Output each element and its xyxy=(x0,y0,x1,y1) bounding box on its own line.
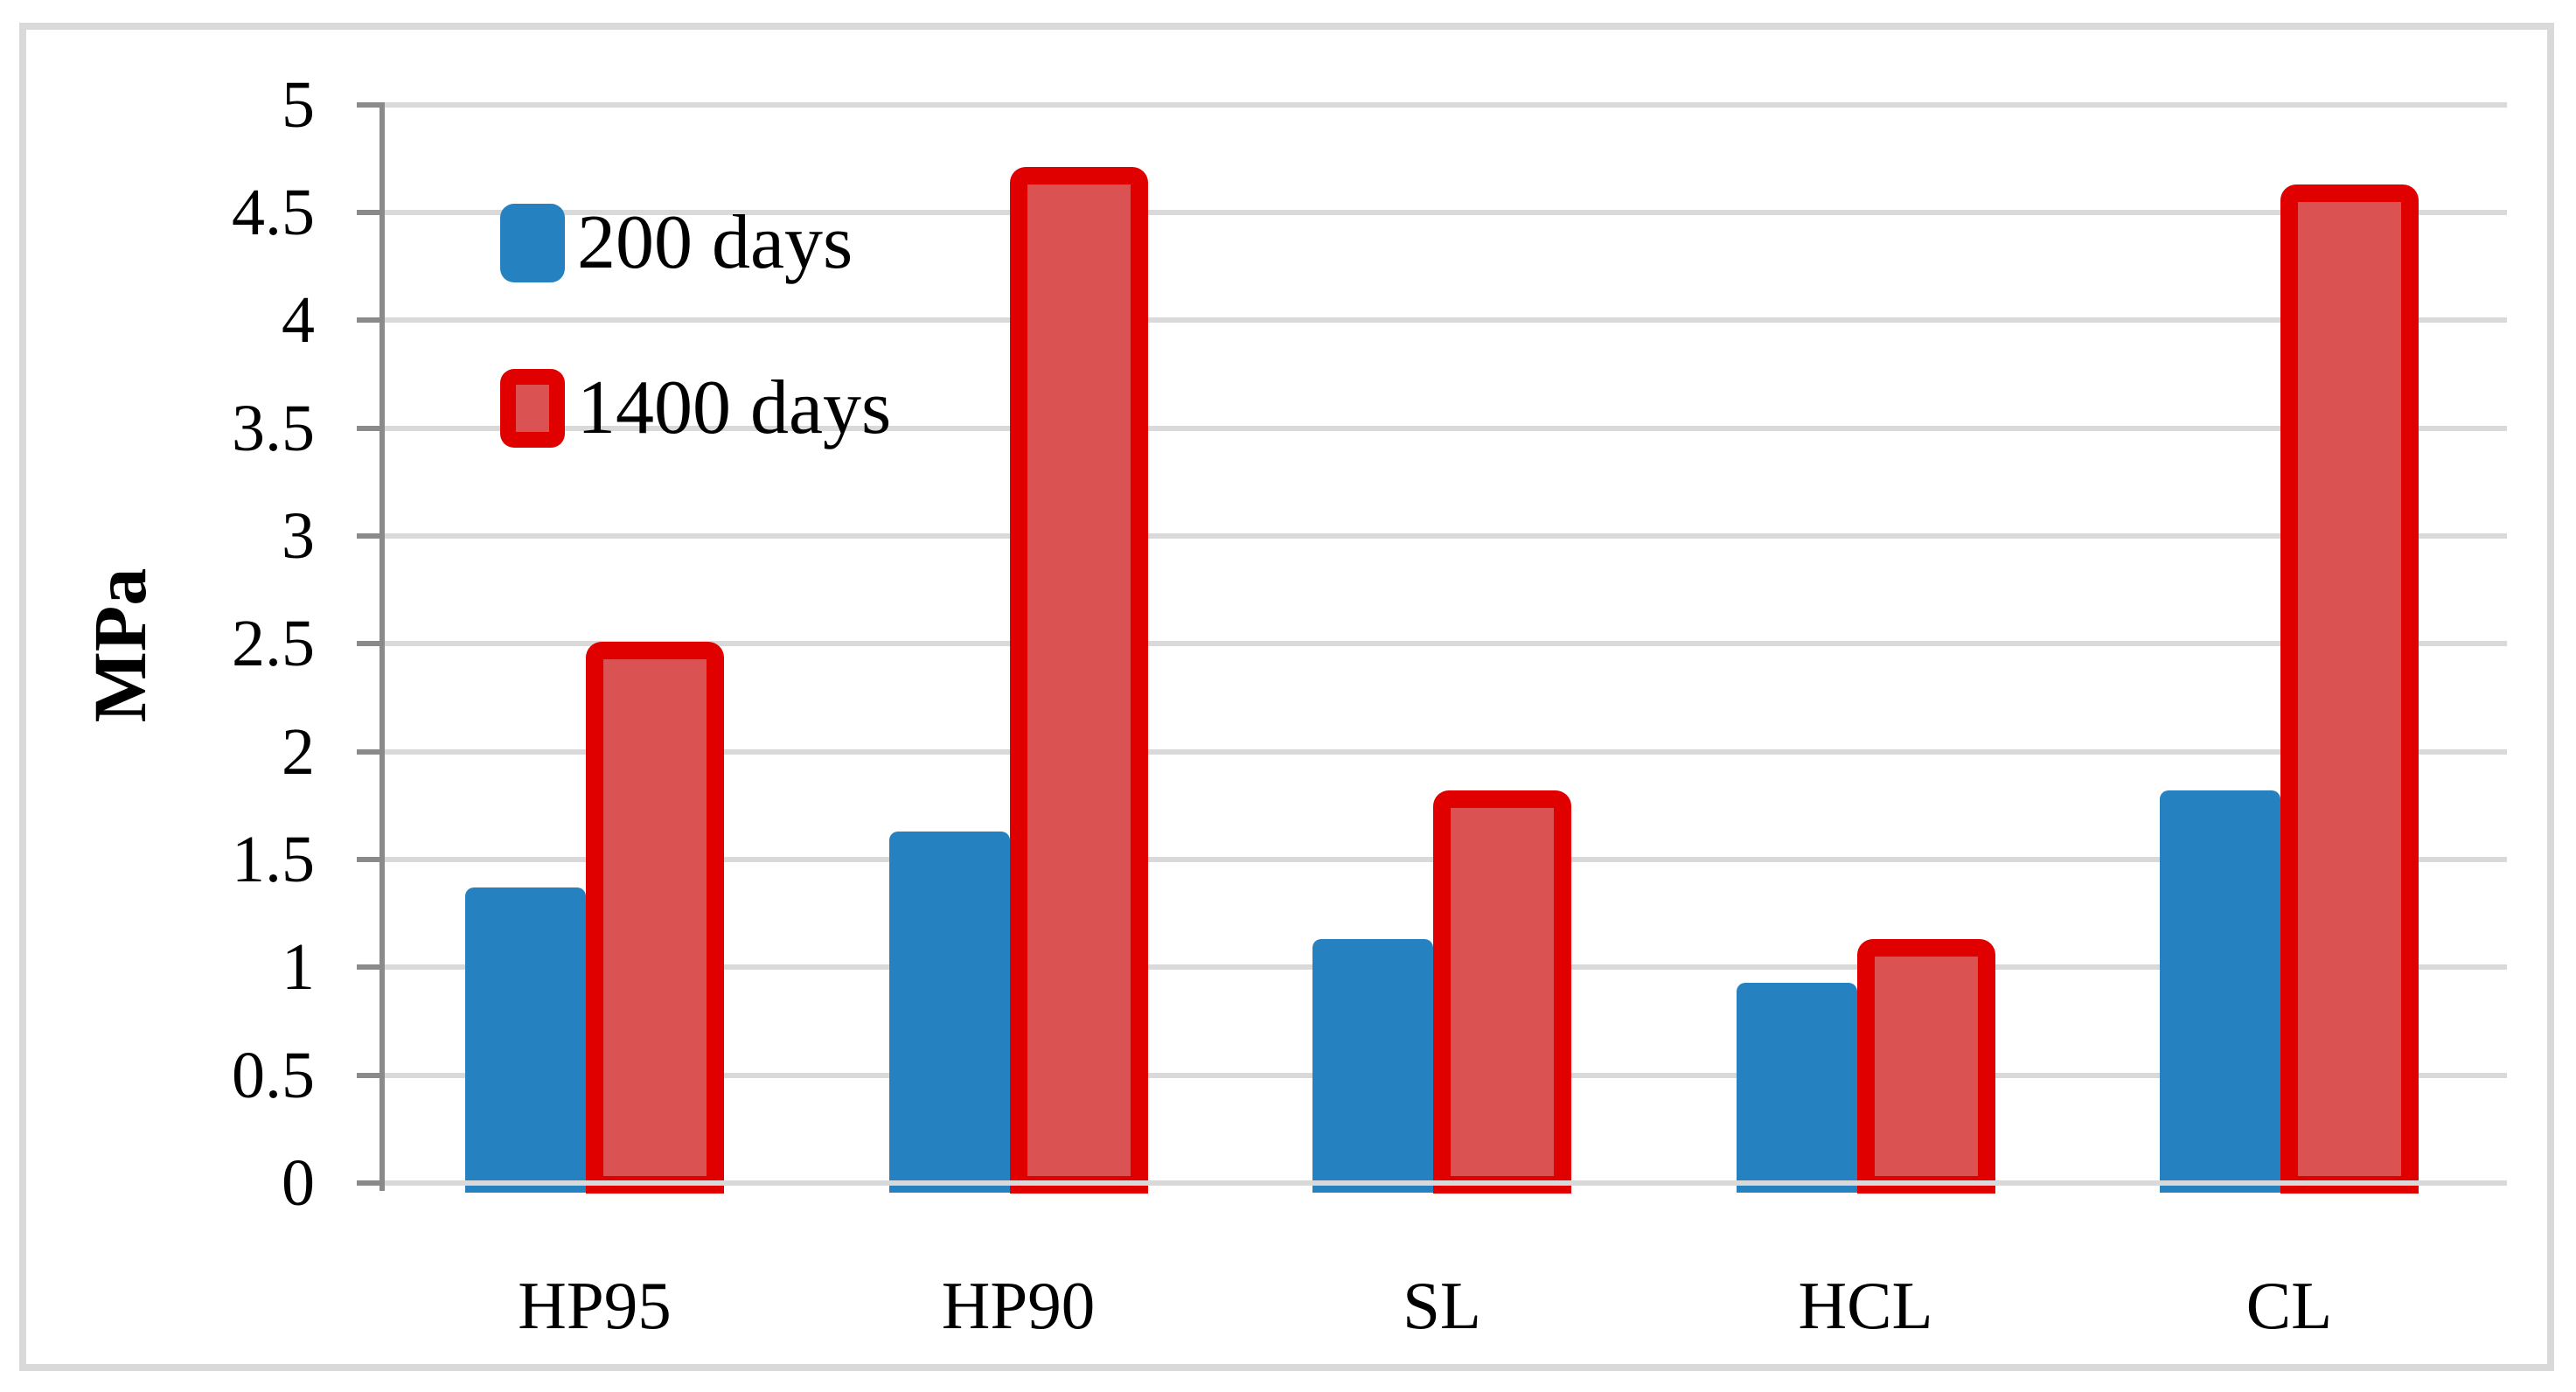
gridline xyxy=(382,317,2507,324)
y-tick-label: 2 xyxy=(282,714,315,789)
legend-swatch-200-days xyxy=(500,204,565,282)
x-axis-label-CL: CL xyxy=(2245,1268,2333,1343)
y-tick-label: 0 xyxy=(282,1146,315,1220)
bar-200-days-SL xyxy=(1312,939,1433,1193)
bar-1400-days-SL xyxy=(1433,790,1571,1194)
legend-label-1400-days: 1400 days xyxy=(577,365,892,450)
zero-gridline xyxy=(382,1180,2507,1186)
x-axis-label-SL: SL xyxy=(1403,1268,1481,1343)
y-tick-label: 3 xyxy=(282,499,315,574)
x-axis-label-HP90: HP90 xyxy=(941,1268,1096,1343)
y-tick-mark xyxy=(357,641,379,647)
bar-200-days-HCL xyxy=(1736,982,1857,1193)
y-tick-mark xyxy=(357,210,379,216)
figure-border xyxy=(19,23,2554,1371)
y-tick-mark xyxy=(357,964,379,971)
y-axis-line xyxy=(379,102,385,1191)
legend-label-200-days: 200 days xyxy=(577,200,853,285)
gridline xyxy=(382,533,2507,539)
y-tick-label: 2.5 xyxy=(232,607,315,681)
bar-200-days-HP95 xyxy=(465,887,586,1193)
bar-1400-days-HP95 xyxy=(586,641,724,1194)
bar-200-days-HP90 xyxy=(888,831,1010,1193)
gridline xyxy=(382,748,2507,755)
y-tick-mark xyxy=(357,101,379,108)
y-tick-label: 3.5 xyxy=(232,391,315,465)
y-tick-label: 1.5 xyxy=(232,823,315,897)
y-tick-mark xyxy=(357,1072,379,1078)
y-tick-mark xyxy=(357,425,379,431)
y-tick-mark xyxy=(357,857,379,863)
x-axis-label-HCL: HCL xyxy=(1798,1268,1933,1343)
gridline xyxy=(382,641,2507,647)
y-tick-mark xyxy=(357,1180,379,1186)
y-tick-label: 0.5 xyxy=(232,1038,315,1112)
gridline xyxy=(382,425,2507,431)
gridline xyxy=(382,101,2507,108)
x-axis-label-HP95: HP95 xyxy=(518,1268,672,1343)
y-tick-label: 4 xyxy=(282,283,315,358)
bar-1400-days-HP90 xyxy=(1009,167,1148,1194)
bar-200-days-CL xyxy=(2160,790,2280,1193)
y-tick-label: 1 xyxy=(282,930,315,1005)
bar-1400-days-HCL xyxy=(1856,939,1995,1194)
bar-1400-days-CL xyxy=(2280,184,2419,1194)
y-tick-mark xyxy=(357,317,379,324)
y-tick-label: 5 xyxy=(282,67,315,142)
gridline xyxy=(382,210,2507,216)
y-tick-mark xyxy=(357,748,379,755)
legend-swatch-1400-days xyxy=(500,369,565,448)
y-tick-mark xyxy=(357,533,379,539)
y-tick-label: 4.5 xyxy=(232,176,315,250)
